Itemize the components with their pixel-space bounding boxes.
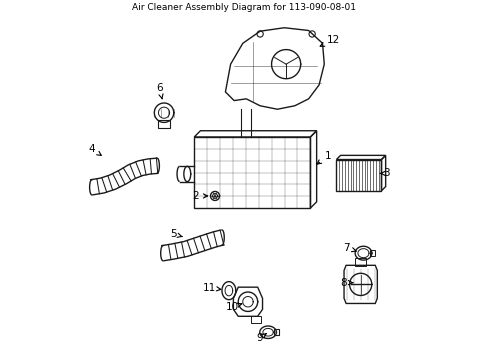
Text: 7: 7 [343,243,355,253]
Bar [369,251,374,256]
Text: 6: 6 [156,84,163,99]
Bar [273,329,279,336]
Text: 10: 10 [225,302,242,312]
Text: 9: 9 [256,333,266,343]
Text: Air Cleaner Assembly Diagram for 113-090-08-01: Air Cleaner Assembly Diagram for 113-090… [132,3,356,12]
Text: 11: 11 [203,283,220,293]
Text: 12: 12 [320,35,339,46]
Text: 5: 5 [170,229,182,239]
Text: 4: 4 [88,144,101,156]
Text: 8: 8 [339,278,352,288]
Text: 2: 2 [192,191,207,201]
Text: 3: 3 [380,168,389,179]
Bar [251,316,261,323]
Bar [336,159,381,191]
Bar [158,120,170,128]
Bar [354,258,366,266]
Bar [194,137,310,208]
Text: 1: 1 [316,151,330,164]
